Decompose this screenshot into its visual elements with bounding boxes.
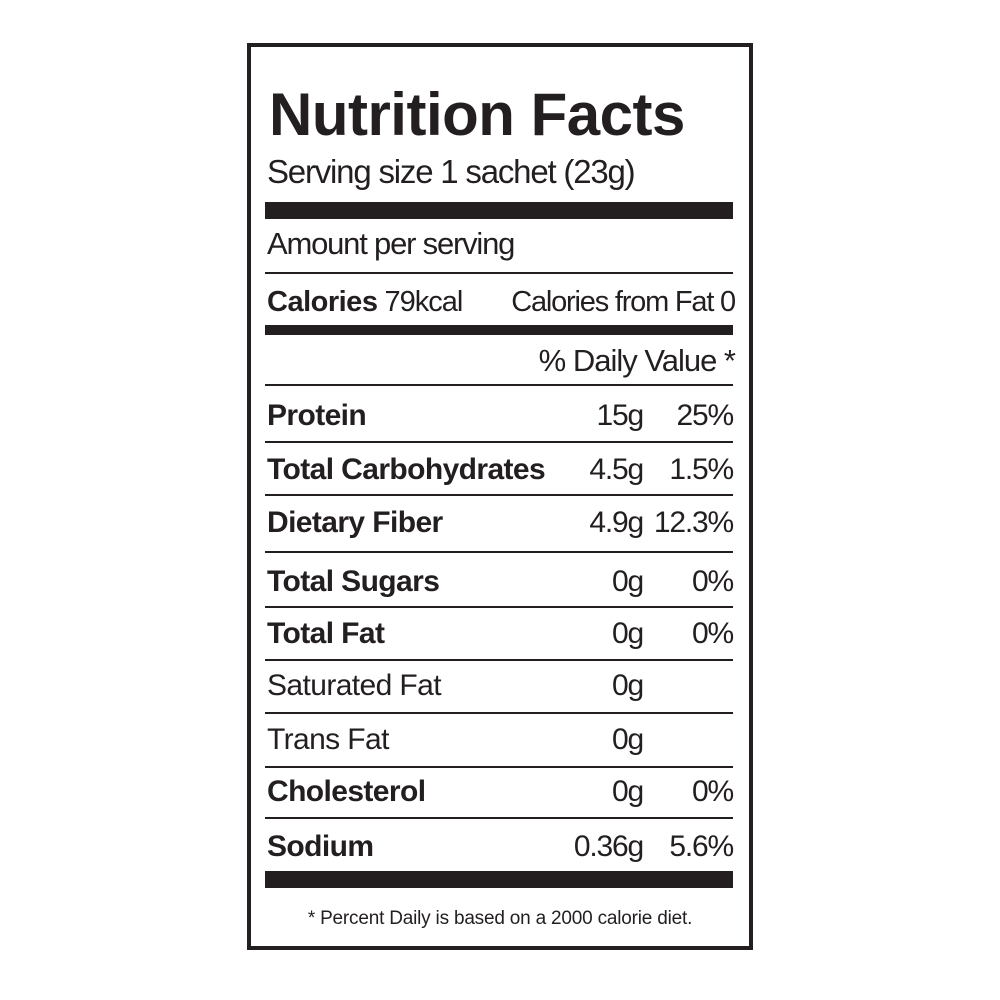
- nutrient-amount: 0.36g: [573, 830, 644, 863]
- nutrient-amount: 4.9g: [589, 506, 644, 539]
- thick-divider: [265, 202, 733, 219]
- nutrient-name: Total Sugars: [267, 565, 440, 598]
- medium-divider: [265, 325, 733, 335]
- calories-row: Calories 79kcal: [267, 286, 464, 318]
- divider: [265, 441, 733, 443]
- nutrient-row: Total Sugars 0g 0%: [265, 565, 734, 598]
- amount-per-serving: Amount per serving: [267, 226, 515, 261]
- nutrition-facts-label: Nutrition Facts Serving size 1 sachet (2…: [247, 43, 753, 950]
- calories-from-fat: Calories from Fat 0: [511, 286, 736, 318]
- nutrient-name: Total Fat: [267, 617, 385, 650]
- nutrient-daily-value: 25%: [676, 399, 735, 432]
- nutrient-amount: 0g: [612, 723, 644, 756]
- nutrient-row: Dietary Fiber 4.9g 12.3%: [265, 506, 734, 539]
- divider: [265, 659, 733, 661]
- nutrient-row: Trans Fat 0g: [265, 725, 733, 755]
- calories-value: 79kcal: [384, 286, 464, 318]
- serving-size: Serving size 1 sachet (23g): [267, 153, 636, 190]
- nutrient-daily-value: 0%: [692, 775, 734, 808]
- nutrient-daily-value: 12.3%: [653, 506, 734, 539]
- nutrient-amount: 15g: [596, 399, 645, 432]
- nutrient-name: Cholesterol: [267, 775, 426, 808]
- divider: [265, 384, 733, 386]
- calories-label: Calories: [267, 286, 378, 318]
- divider: [265, 551, 733, 553]
- divider: [265, 494, 733, 496]
- nutrient-amount: 0g: [612, 775, 644, 808]
- divider: [265, 272, 733, 274]
- nutrient-name: Protein: [267, 399, 367, 432]
- nutrient-row: Saturated Fat 0g: [265, 671, 733, 701]
- nutrient-amount: 0g: [612, 565, 644, 598]
- divider: [265, 766, 733, 768]
- divider: [265, 606, 733, 608]
- nutrient-daily-value: 0%: [692, 565, 734, 598]
- daily-value-header: % Daily Value *: [538, 343, 736, 378]
- nutrient-row: Total Fat 0g 0%: [265, 617, 734, 650]
- nutrient-daily-value: 5.6%: [669, 830, 734, 863]
- nutrient-name: Saturated Fat: [267, 669, 442, 702]
- nutrient-amount: 4.5g: [589, 453, 644, 486]
- nutrient-row: Total Carbohydrates 4.5g 1.5%: [265, 453, 734, 486]
- divider: [265, 712, 733, 714]
- nutrient-daily-value: 1.5%: [669, 453, 734, 486]
- nutrient-name: Sodium: [267, 830, 374, 863]
- thick-divider-bottom: [265, 871, 733, 888]
- divider: [265, 817, 733, 819]
- label-title: Nutrition Facts: [269, 81, 685, 148]
- nutrient-row: Sodium 0.36g 5.6%: [265, 830, 734, 863]
- nutrient-name: Trans Fat: [267, 723, 389, 756]
- nutrient-daily-value: 0%: [692, 617, 734, 650]
- nutrient-amount: 0g: [612, 617, 644, 650]
- footnote: * Percent Daily is based on a 2000 calor…: [307, 908, 693, 929]
- nutrient-name: Dietary Fiber: [267, 506, 443, 539]
- nutrient-amount: 0g: [612, 669, 644, 702]
- nutrient-row: Protein 15g 25%: [265, 399, 735, 432]
- nutrient-name: Total Carbohydrates: [267, 453, 546, 486]
- nutrient-row: Cholesterol 0g 0%: [265, 775, 734, 808]
